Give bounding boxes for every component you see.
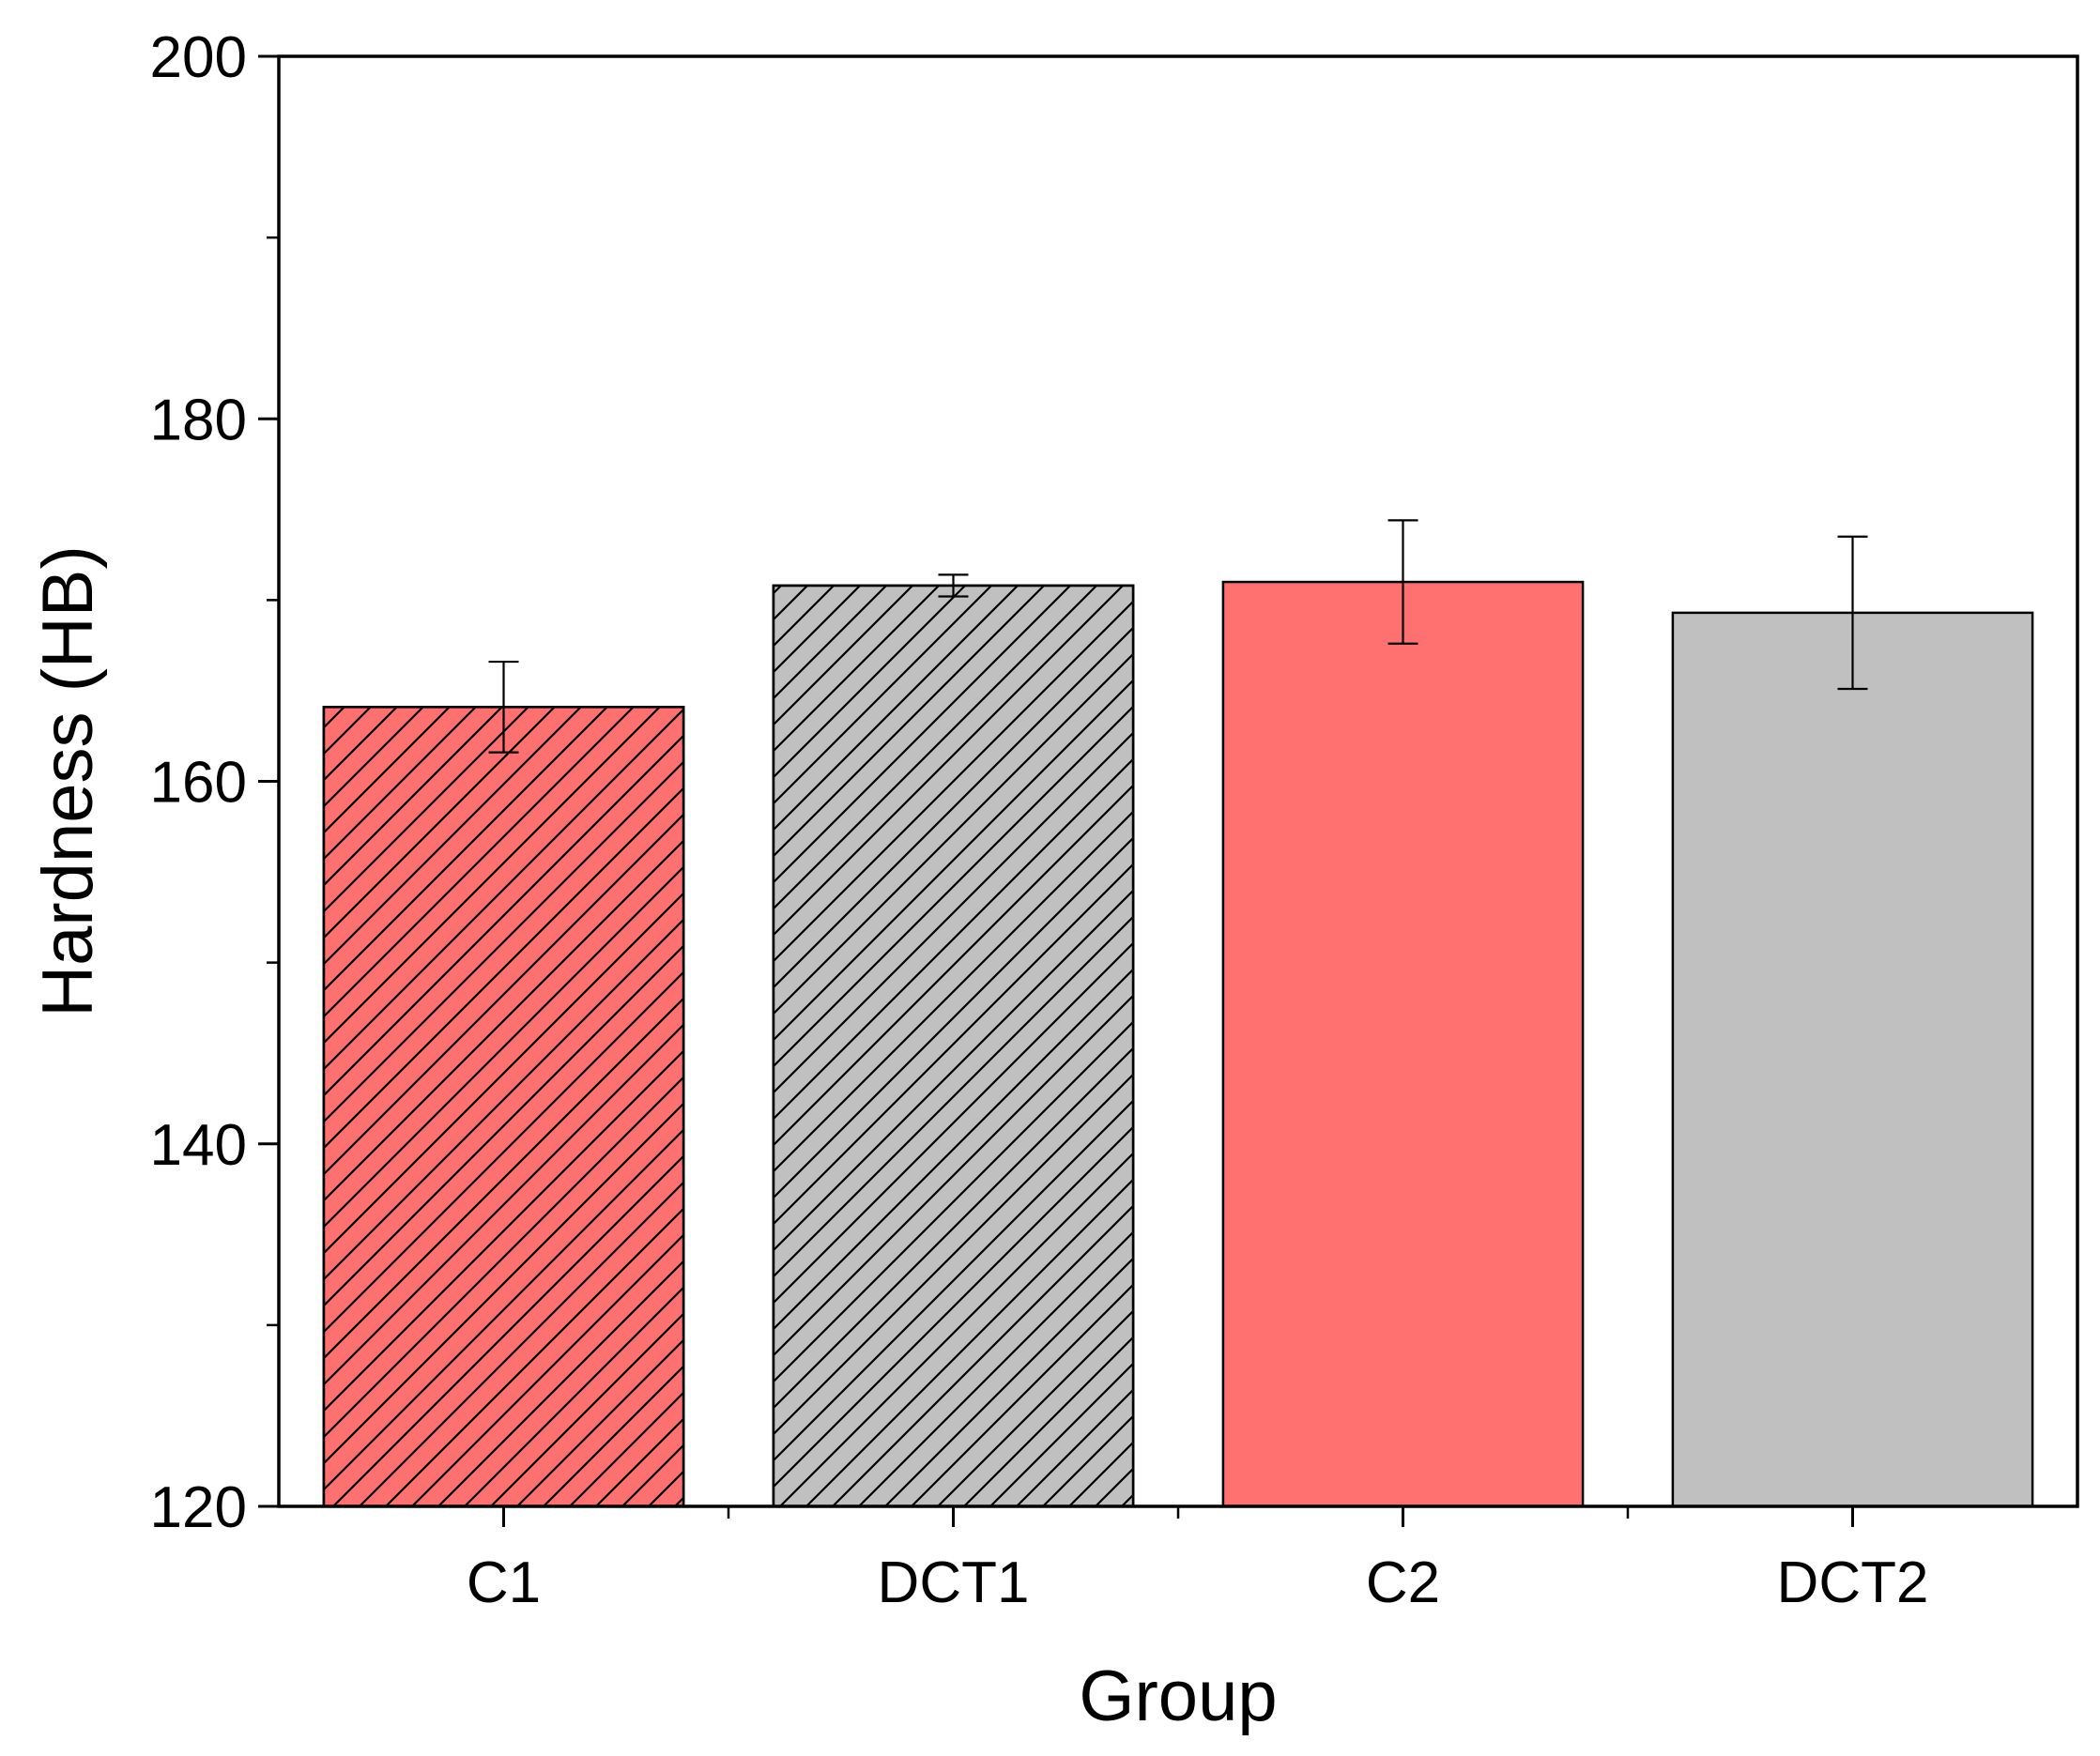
x-tick-label-dct2: DCT2 bbox=[1777, 1550, 1929, 1615]
x-tick-label-c1: C1 bbox=[467, 1550, 541, 1615]
y-axis-title: Hardness (HB) bbox=[28, 545, 108, 1017]
bar-c2 bbox=[1221, 580, 1585, 1508]
x-tick-label-dct1: DCT1 bbox=[878, 1550, 1030, 1615]
y-tick-label-140: 140 bbox=[150, 1113, 247, 1178]
y-tick-label-180: 180 bbox=[150, 388, 247, 452]
bar-hatch-dct1 bbox=[772, 584, 1135, 1508]
x-axis-title: Group bbox=[1079, 1657, 1277, 1736]
y-tick-label-120: 120 bbox=[150, 1475, 247, 1540]
y-tick-label-200: 200 bbox=[150, 25, 247, 90]
y-tick-label-160: 160 bbox=[150, 751, 247, 816]
bar-dct2 bbox=[1671, 611, 2034, 1508]
bar-hatch-c1 bbox=[322, 706, 685, 1508]
x-tick-label-c2: C2 bbox=[1366, 1550, 1440, 1615]
plot-area: 120 140 160 180 200 C1 DCT1 C2 DCT2 bbox=[150, 25, 2079, 1615]
